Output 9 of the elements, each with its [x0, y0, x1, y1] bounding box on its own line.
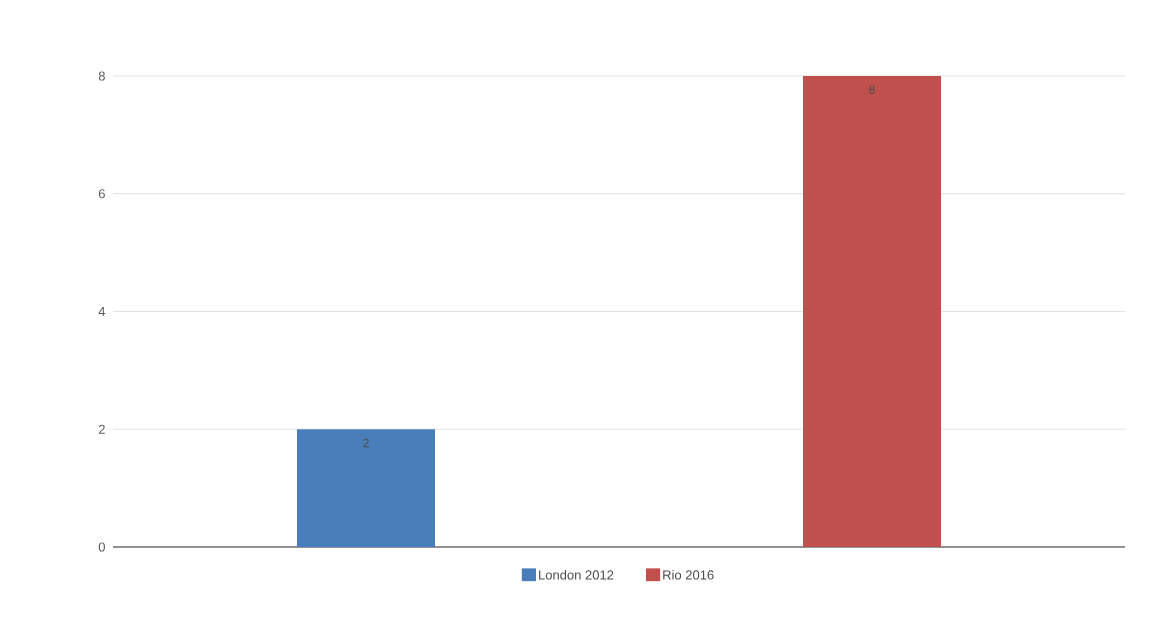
y-tick-label: 4 — [98, 307, 106, 316]
y-tick-label: 2 — [98, 424, 105, 434]
y-tick-label: 8 — [98, 71, 105, 81]
data-label: 2 — [363, 438, 369, 448]
legend-label: London 2012 — [539, 570, 614, 580]
data-label: 8 — [869, 85, 875, 95]
legend-label: Rio 2016 — [663, 570, 714, 580]
y-tick-label: 6 — [98, 189, 105, 199]
y-tick-label: 0 — [98, 542, 105, 552]
